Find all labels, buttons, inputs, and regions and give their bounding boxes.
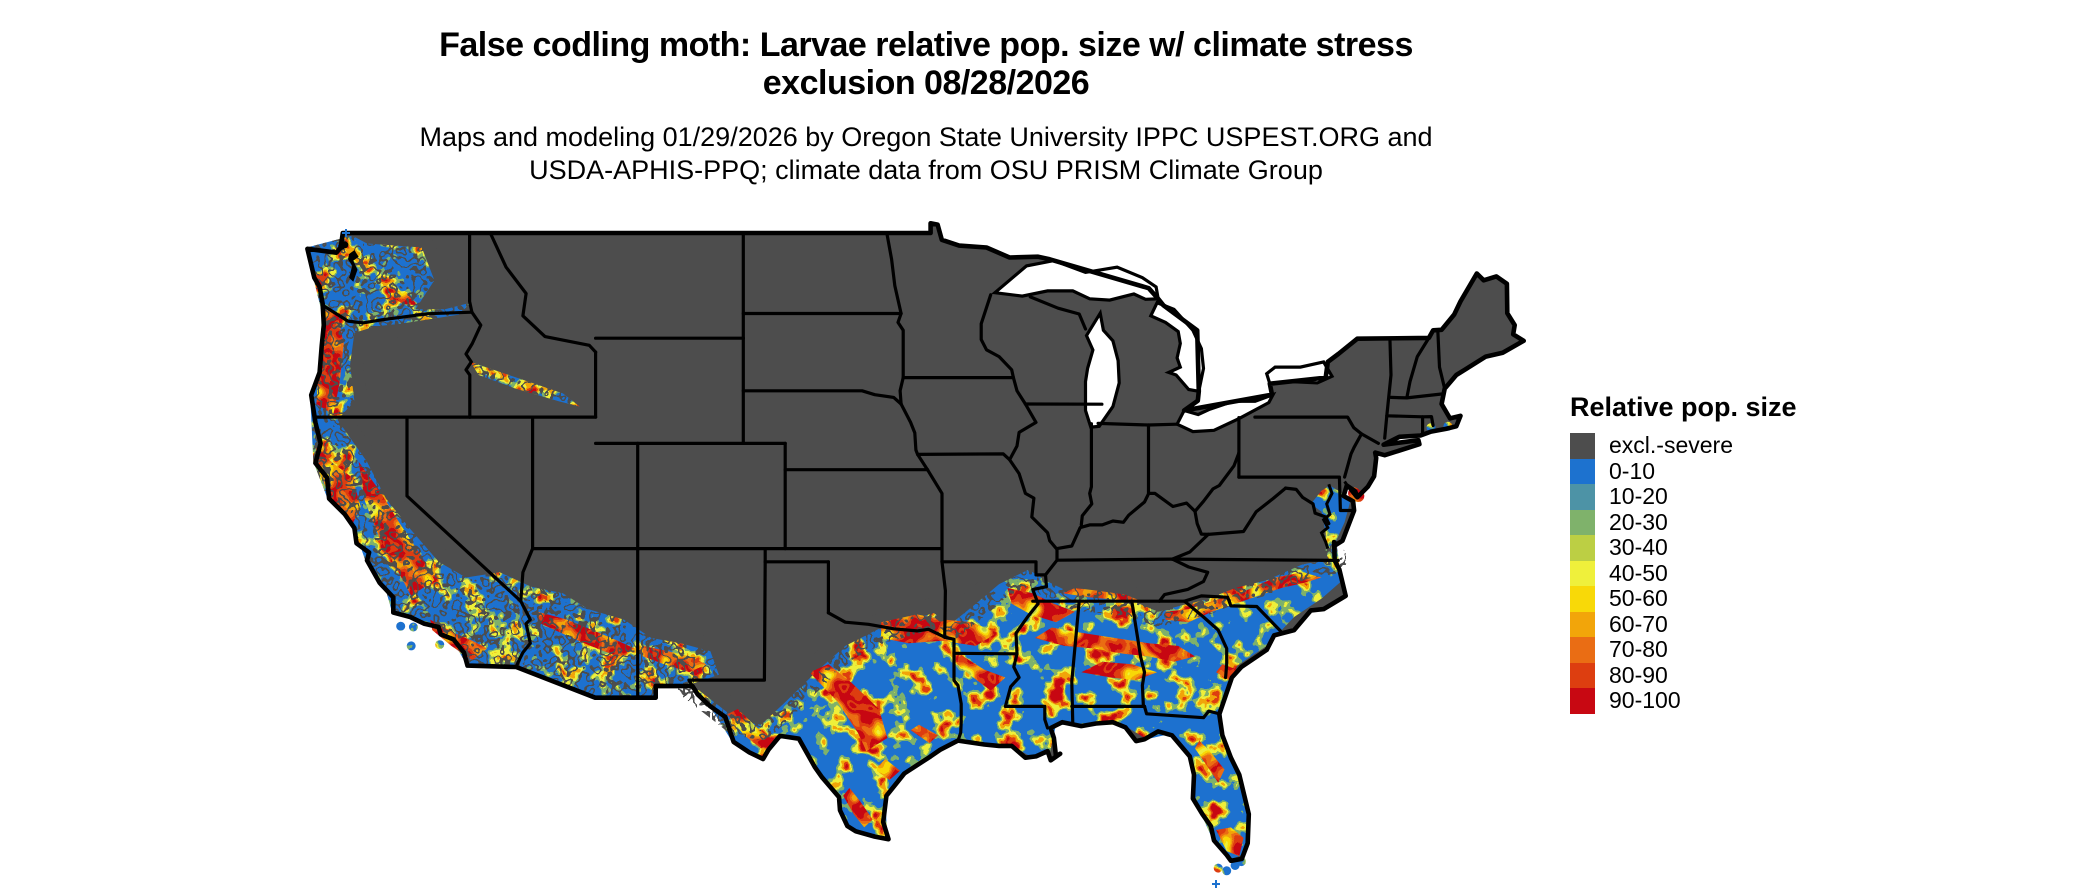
station-plus-marker xyxy=(1212,880,1220,888)
legend: Relative pop. size excl.-severe 0-10 10-20… xyxy=(1570,392,1900,714)
delaware-bay xyxy=(1343,480,1358,499)
legend-item: excl.-severe xyxy=(1570,432,1900,459)
legend-swatch xyxy=(1570,662,1595,688)
legend-swatch xyxy=(1570,458,1595,484)
chesapeake-bay xyxy=(1319,483,1334,550)
legend-swatch xyxy=(1570,637,1595,663)
puget-sound xyxy=(348,250,359,282)
legend-swatch xyxy=(1570,433,1595,459)
legend-swatch xyxy=(1570,509,1595,535)
legend-label: excl.-severe xyxy=(1609,432,1733,459)
legend-item: 40-50 xyxy=(1570,559,1900,586)
legend-item: 60-70 xyxy=(1570,610,1900,637)
map-subtitle-line1: Maps and modeling 01/29/2026 by Oregon S… xyxy=(419,122,1433,152)
us-outline xyxy=(305,221,1526,864)
station-markers xyxy=(342,229,1220,888)
legend-swatch xyxy=(1570,560,1595,586)
legend-label: 20-30 xyxy=(1609,508,1668,535)
legend-swatch xyxy=(1570,611,1595,637)
legend-item: 0-10 xyxy=(1570,457,1900,484)
legend-label: 50-60 xyxy=(1609,585,1668,612)
legend-swatch xyxy=(1570,586,1595,612)
lake xyxy=(1083,308,1121,429)
legend-item: 20-30 xyxy=(1570,508,1900,535)
map-title-line2: exclusion 08/28/2026 xyxy=(762,64,1090,102)
legend-label: 90-100 xyxy=(1609,687,1681,714)
legend-label: 40-50 xyxy=(1609,559,1668,586)
legend-swatch xyxy=(1570,688,1595,714)
legend-item: 10-20 xyxy=(1570,483,1900,510)
legend-label: 0-10 xyxy=(1609,457,1656,484)
legend-label: 60-70 xyxy=(1609,610,1668,637)
map-subtitle-line2: USDA-APHIS-PPQ; climate data from OSU PR… xyxy=(529,155,1323,185)
legend-swatch xyxy=(1570,535,1595,561)
map-title-line1: False codling moth: Larvae relative pop.… xyxy=(439,26,1413,64)
legend-label: 80-90 xyxy=(1609,661,1668,688)
legend-title: Relative pop. size xyxy=(1570,392,1797,422)
legend-label: 70-80 xyxy=(1609,636,1668,663)
coastal-water-detail xyxy=(338,241,1358,550)
legend-item: 50-60 xyxy=(1570,585,1900,612)
legend-label: 30-40 xyxy=(1609,534,1668,561)
legend-item: 90-100 xyxy=(1570,687,1900,714)
legend-item: 70-80 xyxy=(1570,636,1900,663)
legend-swatch xyxy=(1570,484,1595,510)
state-borders xyxy=(313,231,1447,743)
exclusion-speckle xyxy=(306,234,1347,740)
legend-item: 30-40 xyxy=(1570,534,1900,561)
map-subtitle: Maps and modeling 01/29/2026 by Oregon S… xyxy=(0,121,1852,187)
legend-item: 80-90 xyxy=(1570,661,1900,688)
legend-rows: excl.-severe 0-10 10-20 20-30 30-40 40-50 50-6… xyxy=(1570,432,1900,714)
legend-label: 10-20 xyxy=(1609,483,1668,510)
station-plus-marker xyxy=(342,229,350,237)
map-title: False codling moth: Larvae relative pop.… xyxy=(0,26,1852,102)
